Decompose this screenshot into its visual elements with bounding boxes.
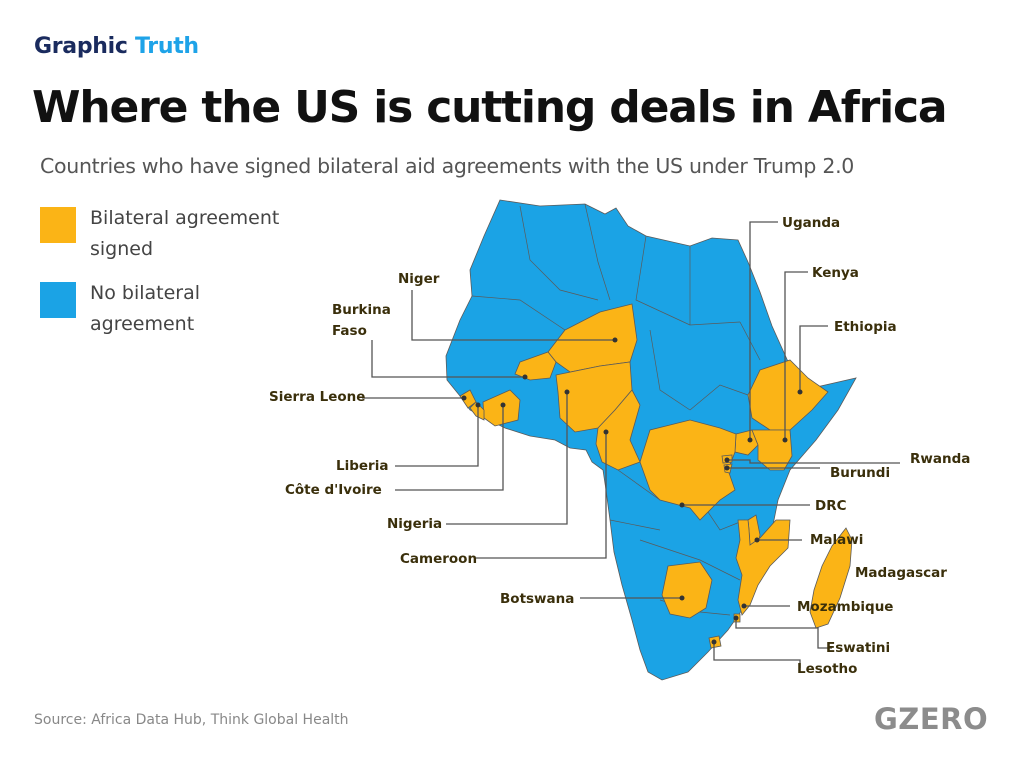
legend-label-signed: Bilateral agreement signed <box>90 207 280 260</box>
source-note: Source: Africa Data Hub, Think Global He… <box>34 712 349 728</box>
legend-swatch-not-signed <box>40 282 76 318</box>
country-kenya <box>751 429 793 471</box>
label-burundi: Burundi <box>830 465 890 481</box>
signed-countries <box>459 303 829 649</box>
label-nigeria: Nigeria <box>387 516 442 532</box>
label-uganda: Uganda <box>782 215 840 231</box>
label-cote-divoire: Côte d'Ivoire <box>285 482 382 498</box>
label-sierra-leone: Sierra Leone <box>269 389 365 405</box>
label-ethiopia: Ethiopia <box>834 319 897 335</box>
label-botswana: Botswana <box>500 591 574 607</box>
label-malawi: Malawi <box>810 532 863 548</box>
label-rwanda: Rwanda <box>910 451 970 467</box>
kicker: Graphic Truth <box>34 34 199 59</box>
country-cameroon <box>595 389 641 471</box>
country-liberia <box>469 401 485 421</box>
label-burkina-line1: Burkina <box>332 302 391 318</box>
country-mozambique <box>735 519 791 616</box>
label-liberia: Liberia <box>336 458 388 474</box>
legend-item-not-signed: No bilateral agreement <box>40 278 310 340</box>
label-cameroon: Cameroon <box>400 551 477 567</box>
label-niger: Niger <box>398 271 440 287</box>
country-labels: Uganda Kenya Ethiopia Niger Burkina Faso… <box>269 215 970 677</box>
legend-label-not-signed: No bilateral agreement <box>90 282 201 335</box>
legend-swatch-signed <box>40 207 76 243</box>
leader-lines <box>362 221 900 668</box>
country-burkina-faso <box>514 351 557 381</box>
country-drc <box>639 419 737 521</box>
label-burkina-line2: Faso <box>332 323 367 339</box>
legend-item-signed: Bilateral agreement signed <box>40 203 310 265</box>
kicker-graphic: Graphic <box>34 34 128 59</box>
gzero-logo: GZERO <box>874 702 989 736</box>
label-madagascar: Madagascar <box>855 565 947 581</box>
page-title: Where the US is cutting deals in Africa <box>32 82 948 133</box>
label-lesotho: Lesotho <box>797 661 857 677</box>
label-mozambique: Mozambique <box>797 599 893 615</box>
leader-dots <box>461 337 803 645</box>
label-drc: DRC <box>815 498 847 514</box>
page-subtitle: Countries who have signed bilateral aid … <box>40 154 855 178</box>
label-kenya: Kenya <box>812 265 859 281</box>
kicker-truth: Truth <box>135 34 199 59</box>
label-eswatini: Eswatini <box>826 640 890 656</box>
